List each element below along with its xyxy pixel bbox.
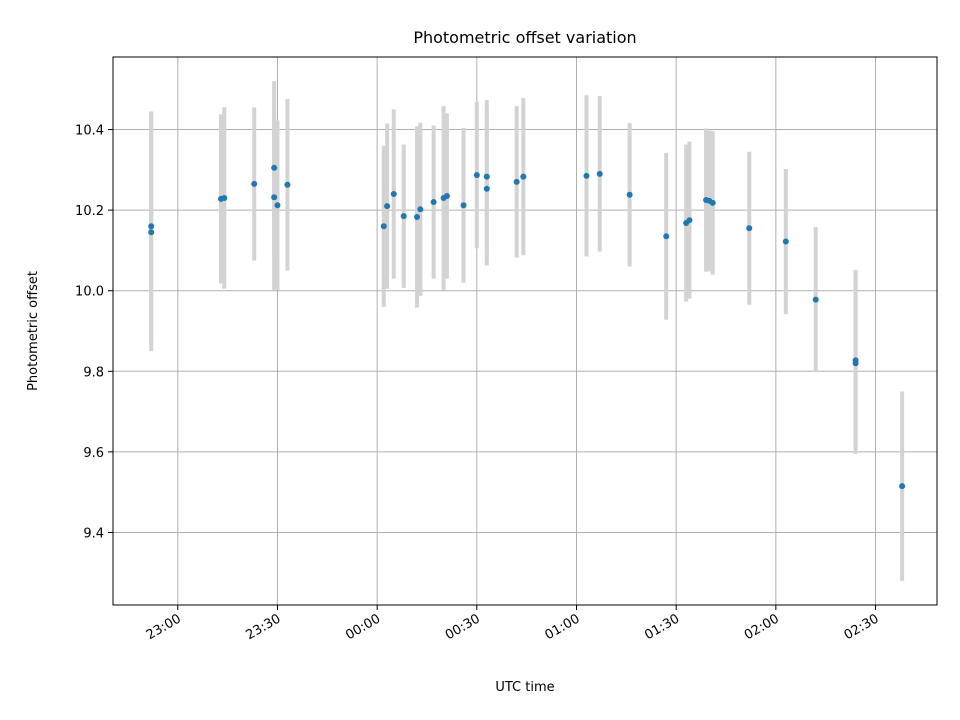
data-point — [380, 223, 387, 230]
x-tick-label: 02:30 — [842, 611, 882, 643]
data-point — [414, 213, 421, 220]
x-axis-ticks: 23:00 23:30 00:00 00:30 01:00 01:30 02:00 02:30 — [144, 605, 882, 643]
x-tick-label: 01:00 — [543, 611, 583, 643]
data-point — [460, 202, 467, 209]
x-tick-label: 00:30 — [443, 611, 483, 643]
data-point — [148, 223, 155, 230]
data-point — [430, 199, 437, 206]
data-point — [284, 181, 291, 188]
data-point — [400, 213, 407, 220]
data-point — [513, 178, 520, 185]
data-point — [520, 173, 527, 180]
data-point — [251, 180, 258, 187]
data-point — [782, 238, 789, 245]
chart-title: Photometric offset variation — [413, 28, 636, 47]
x-tick-label: 01:30 — [642, 611, 682, 643]
y-tick-label: 9.4 — [83, 526, 104, 541]
data-point — [221, 195, 228, 202]
x-tick-label: 00:00 — [343, 611, 383, 643]
y-axis-label: Photometric offset — [26, 271, 41, 391]
plot-frame — [112, 56, 938, 606]
data-point — [274, 202, 281, 209]
data-point — [384, 203, 391, 210]
x-axis-label: UTC time — [495, 680, 554, 695]
data-point — [899, 483, 906, 490]
y-tick-label: 9.8 — [83, 365, 104, 380]
data-point — [483, 185, 490, 192]
y-tick-label: 10.0 — [75, 285, 104, 300]
y-axis-ticks: 9.4 9.6 9.8 10.0 10.2 10.4 — [75, 124, 113, 541]
data-point — [709, 199, 716, 206]
data-point — [148, 229, 155, 236]
x-tick-label: 23:00 — [144, 611, 184, 643]
data-point — [812, 296, 819, 303]
data-point — [473, 172, 480, 179]
data-point — [663, 233, 670, 240]
data-point — [417, 206, 424, 213]
y-tick-label: 9.6 — [83, 446, 104, 461]
x-tick-label: 23:30 — [244, 611, 284, 643]
data-point — [746, 225, 753, 232]
data-point — [483, 173, 490, 180]
x-tick-label: 02:00 — [742, 611, 782, 643]
data-point — [271, 194, 278, 201]
data-point — [443, 193, 450, 200]
data-point — [271, 164, 278, 171]
y-tick-label: 10.2 — [75, 204, 104, 219]
data-point — [390, 191, 397, 197]
data-point — [626, 191, 633, 198]
data-point — [852, 360, 859, 367]
data-points — [148, 164, 906, 490]
data-point — [596, 170, 603, 177]
y-tick-label: 10.4 — [75, 124, 104, 139]
error-bars — [149, 81, 905, 581]
data-point — [686, 217, 693, 224]
data-point — [583, 172, 590, 179]
